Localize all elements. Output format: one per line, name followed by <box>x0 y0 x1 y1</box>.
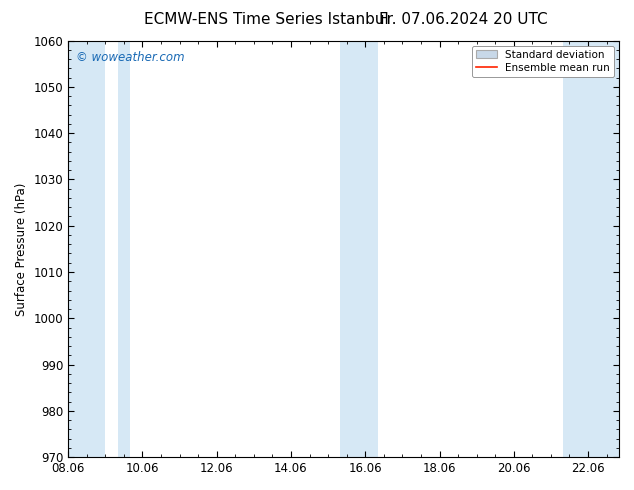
Y-axis label: Surface Pressure (hPa): Surface Pressure (hPa) <box>15 182 28 316</box>
Bar <box>68 41 105 457</box>
Text: © woweather.com: © woweather.com <box>77 51 185 64</box>
Text: Fr. 07.06.2024 20 UTC: Fr. 07.06.2024 20 UTC <box>378 12 547 27</box>
Bar <box>340 41 378 457</box>
Legend: Standard deviation, Ensemble mean run: Standard deviation, Ensemble mean run <box>472 46 614 77</box>
Bar <box>118 41 130 457</box>
Bar <box>563 41 619 457</box>
Text: ECMW-ENS Time Series Istanbul: ECMW-ENS Time Series Istanbul <box>144 12 389 27</box>
